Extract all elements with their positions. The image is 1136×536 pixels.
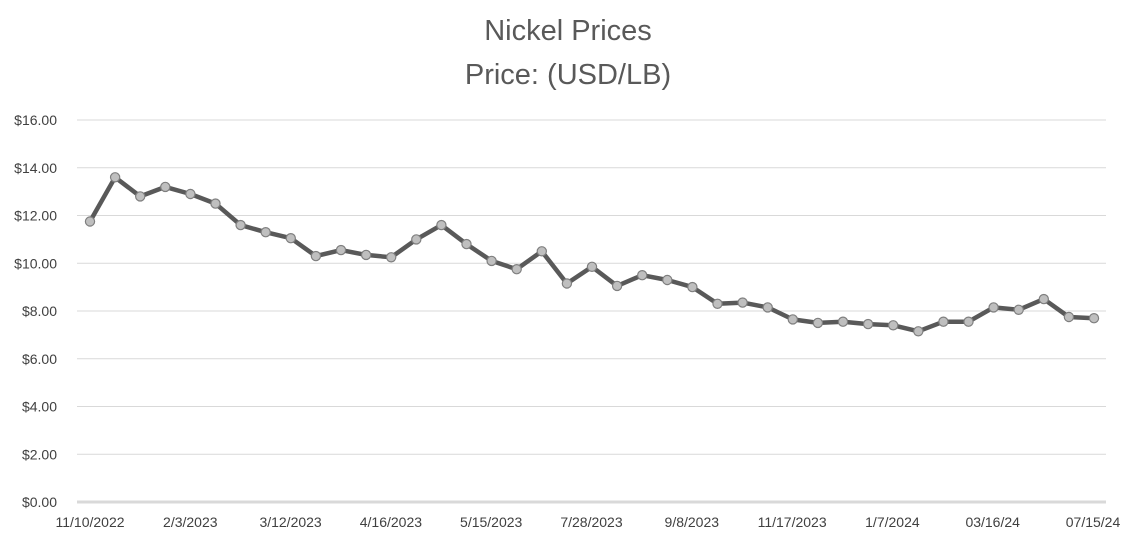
chart-subtitle: Price: (USD/LB) [465, 59, 671, 91]
data-point [386, 252, 397, 263]
y-tick-label: $6.00 [22, 351, 57, 367]
data-point [787, 314, 799, 325]
data-point [662, 274, 673, 286]
y-tick-label: $12.00 [14, 208, 57, 224]
data-points [84, 172, 1100, 337]
y-tick-label: $14.00 [14, 160, 57, 176]
x-tick-label: 4/16/2023 [360, 514, 422, 530]
data-point [1038, 293, 1050, 305]
data-point [812, 317, 824, 329]
data-point [84, 216, 96, 227]
x-tick-label: 3/12/2023 [259, 514, 321, 530]
data-point [862, 318, 874, 330]
data-point [436, 219, 447, 231]
data-point [687, 281, 698, 293]
data-point [963, 316, 974, 327]
data-point [611, 280, 623, 292]
data-point [109, 172, 121, 183]
data-point [134, 191, 146, 202]
data-point [235, 219, 246, 231]
data-point [511, 264, 522, 275]
x-axis-tick-labels: 11/10/2022 2/3/2023 3/12/2023 4/16/2023 5/15… [55, 514, 1120, 530]
data-point [888, 320, 899, 331]
data-point [1088, 313, 1100, 324]
x-tick-label: 5/15/2023 [460, 514, 522, 530]
data-point [837, 316, 849, 327]
x-tick-label: 7/28/2023 [560, 514, 622, 530]
x-tick-label: 07/15/24 [1066, 514, 1121, 530]
data-point [762, 302, 773, 313]
data-point [1063, 311, 1075, 323]
data-point [988, 302, 999, 313]
x-tick-label: 1/7/2024 [865, 514, 920, 530]
y-tick-label: $10.00 [14, 255, 57, 271]
series-line [87, 175, 1097, 334]
data-point [310, 250, 322, 262]
data-point [210, 198, 221, 209]
data-point [285, 232, 296, 244]
y-tick-label: $0.00 [22, 494, 57, 510]
data-point [486, 255, 497, 267]
y-tick-label: $2.00 [22, 446, 57, 462]
data-point [737, 297, 748, 308]
data-point [260, 226, 271, 238]
y-axis-tick-labels: $0.00 $2.00 $4.00 $6.00 $8.00 $10.00 $12.00 $14… [14, 112, 57, 510]
x-tick-label: 2/3/2023 [163, 514, 218, 530]
data-point [637, 270, 648, 281]
x-tick-label: 11/10/2022 [55, 514, 124, 530]
x-tick-label: 9/8/2023 [665, 514, 720, 530]
x-tick-label: 11/17/2023 [758, 514, 827, 530]
data-point [461, 238, 472, 250]
data-point [1013, 304, 1024, 315]
data-point [712, 298, 723, 309]
gridlines [77, 119, 1106, 504]
data-point [411, 234, 422, 245]
data-point [335, 244, 347, 256]
data-point [938, 316, 949, 327]
y-tick-label: $8.00 [22, 303, 57, 319]
data-point [185, 188, 196, 200]
series-line-group [87, 175, 1097, 334]
y-tick-label: $16.00 [14, 112, 57, 128]
data-point [586, 261, 598, 272]
data-point [536, 246, 548, 257]
data-point [561, 278, 573, 289]
data-point [160, 181, 171, 193]
y-tick-label: $4.00 [22, 399, 57, 415]
chart-title: Nickel Prices [484, 15, 652, 47]
data-point [913, 326, 924, 337]
x-tick-label: 03/16/24 [965, 514, 1020, 530]
data-point [360, 249, 372, 261]
